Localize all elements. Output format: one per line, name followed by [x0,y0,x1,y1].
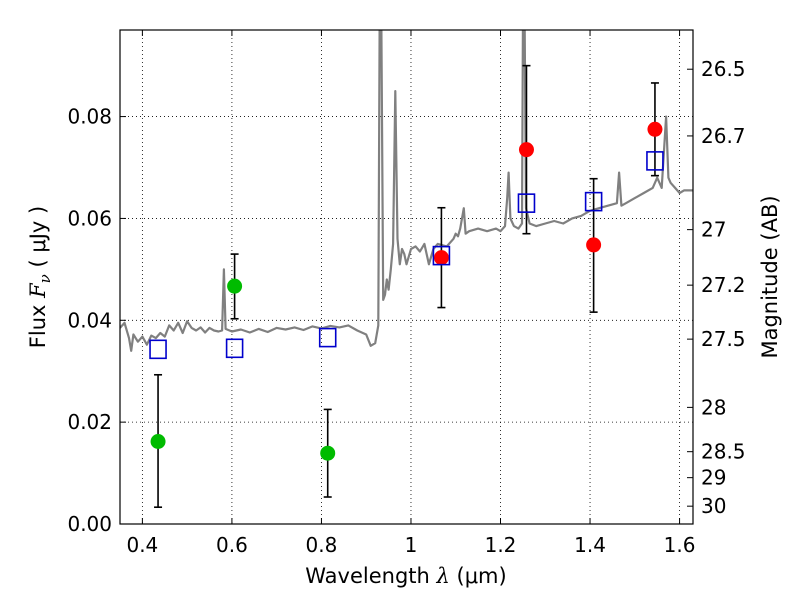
right-tick-label: 27.2 [701,273,746,297]
data-markers [149,121,664,461]
right-tick-label: 27 [701,218,726,242]
red-data-point [586,237,602,253]
x-tick-label: 1.4 [574,533,606,557]
y-tick-label: 0.04 [67,308,112,332]
ticks: 0.4 0.6 0.8 1 1.2 1.4 1.6 0.00 0.02 0.04 0.06 0.08 2… [67,30,746,557]
y-axis-right-label: Magnitude (AB) [758,195,782,358]
right-tick-label: 30 [701,494,726,518]
right-tick-label: 28.5 [701,440,746,464]
x-axis-label: Wavelength λ (μm) [305,564,506,588]
x-tick-label: 1.2 [485,533,517,557]
x-tick-label: 0.6 [216,533,248,557]
plot-frame [119,29,694,525]
right-tick-label: 26.7 [701,124,746,148]
model-square-marker [225,338,244,359]
green-data-point [320,445,336,461]
right-tick-label: 26.5 [701,57,746,81]
right-tick-label: 29 [701,466,726,490]
y-tick-label: 0.02 [67,410,112,434]
model-square-marker [517,193,536,213]
x-tick-label: 1.6 [664,533,696,557]
right-tick-label: 27.5 [701,327,746,351]
model-square-marker [646,151,664,171]
y-tick-label: 0.08 [67,105,112,129]
red-data-point [647,121,663,137]
model-square-marker [584,191,603,212]
green-data-point [150,433,166,449]
x-tick-label: 0.4 [126,533,158,557]
red-data-point [518,142,534,158]
grid [120,30,693,525]
spectrum-series [120,30,693,352]
model-square-marker [432,245,451,266]
y-axis-label: Flux Fν ( μJy ) [26,206,54,348]
spectrum-line [120,30,693,352]
red-data-point [433,250,449,266]
y-tick-label: 0.00 [67,512,112,536]
y-tick-label: 0.06 [67,206,112,230]
x-tick-label: 1 [405,533,418,557]
model-square-marker [149,339,167,360]
x-tick-label: 0.8 [306,533,338,557]
right-tick-label: 28 [701,395,726,419]
green-data-point [227,278,243,294]
model-square-marker [318,327,337,348]
